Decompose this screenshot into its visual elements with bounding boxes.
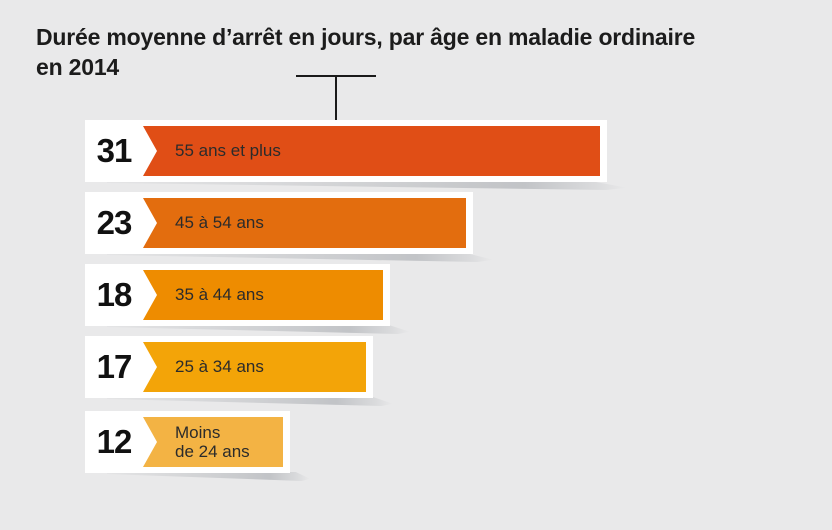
bar-row: 18 35 à 44 ans (85, 264, 410, 334)
bar-row: 12 Moins de 24 ans (85, 411, 310, 481)
title-pointer-vertical-line (335, 75, 337, 121)
bar-value: 23 (96, 204, 133, 241)
bar-row: 17 25 à 34 ans (85, 336, 393, 406)
bar: 35 à 44 ans (143, 270, 383, 320)
bar-row: 31 55 ans et plus (85, 120, 627, 190)
bar-label: Moins de 24 ans (175, 422, 250, 461)
row-shadow (107, 472, 310, 481)
row-shadow (107, 325, 410, 334)
row-shadow (107, 181, 627, 190)
bar: 55 ans et plus (143, 126, 600, 176)
bar-value: 31 (96, 132, 133, 169)
bar-card: 31 55 ans et plus (85, 120, 607, 182)
bar-label: 55 ans et plus (175, 141, 281, 161)
bar-row: 23 45 à 54 ans (85, 192, 493, 262)
bar-label: 35 à 44 ans (175, 285, 264, 305)
bar-value: 17 (96, 348, 133, 385)
bar: Moins de 24 ans (143, 417, 283, 467)
chart-title-line1: Durée moyenne d’arrêt en jours, par âge … (36, 24, 696, 50)
bar-value: 18 (96, 276, 133, 313)
chart-title: Durée moyenne d’arrêt en jours, par âge … (36, 22, 796, 83)
bar-card: 23 45 à 54 ans (85, 192, 473, 254)
bar-card: 18 35 à 44 ans (85, 264, 390, 326)
bar: 25 à 34 ans (143, 342, 366, 392)
bar-card: 12 Moins de 24 ans (85, 411, 290, 473)
bar: 45 à 54 ans (143, 198, 466, 248)
chart-title-line2: en 2014 (36, 54, 119, 81)
row-shadow (107, 253, 493, 262)
bar-label: 25 à 34 ans (175, 357, 264, 377)
bar-label: 45 à 54 ans (175, 213, 264, 233)
row-shadow (107, 397, 393, 406)
bar-value: 12 (96, 423, 133, 460)
bar-card: 17 25 à 34 ans (85, 336, 373, 398)
